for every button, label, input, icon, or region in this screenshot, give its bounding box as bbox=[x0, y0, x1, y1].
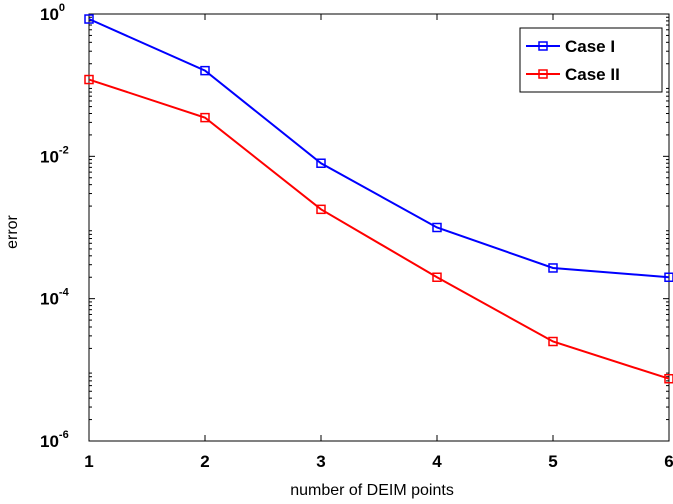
legend: Case I Case II bbox=[519, 27, 663, 93]
x-tick-label: 2 bbox=[200, 452, 209, 471]
series-layer bbox=[84, 14, 673, 384]
y-tick-exponent: -4 bbox=[59, 287, 70, 299]
legend-label: Case II bbox=[565, 65, 620, 84]
data-point bbox=[432, 272, 442, 282]
data-point bbox=[200, 65, 210, 76]
y-tick-base: 10 bbox=[40, 5, 59, 24]
x-tick-label: 5 bbox=[548, 452, 557, 471]
y-axis-title: error bbox=[4, 214, 21, 248]
data-point bbox=[316, 158, 326, 168]
x-tick-label: 1 bbox=[84, 452, 93, 471]
y-tick-exponent: -2 bbox=[59, 144, 69, 156]
y-tick-label: 10-2 bbox=[40, 144, 69, 166]
data-point bbox=[664, 272, 673, 282]
data-point bbox=[548, 263, 558, 273]
series-2 bbox=[84, 74, 673, 384]
y-tick-label: 100 bbox=[40, 2, 65, 24]
series-line bbox=[88, 18, 670, 279]
data-point bbox=[200, 112, 210, 123]
data-point bbox=[548, 336, 558, 347]
data-point bbox=[432, 222, 442, 233]
x-axis-title: number of DEIM points bbox=[290, 482, 454, 499]
legend-marker bbox=[538, 41, 548, 51]
legend-item: Case II bbox=[526, 65, 620, 84]
legend-box bbox=[519, 27, 663, 93]
legend-label: Case I bbox=[565, 37, 615, 56]
series-1 bbox=[84, 14, 673, 282]
data-point bbox=[316, 204, 326, 215]
x-tick-label: 3 bbox=[316, 452, 325, 471]
y-tick-base: 10 bbox=[40, 147, 59, 166]
data-point bbox=[664, 373, 673, 384]
y-tick-base: 10 bbox=[40, 432, 59, 451]
y-tick-label: 10-6 bbox=[40, 429, 69, 451]
data-point bbox=[84, 74, 94, 85]
y-tick-exponent: -6 bbox=[59, 429, 69, 441]
y-tick-label: 10-4 bbox=[40, 287, 70, 309]
y-tick-base: 10 bbox=[40, 290, 59, 309]
series-line bbox=[88, 78, 670, 380]
x-tick-label: 4 bbox=[432, 452, 442, 471]
y-tick-exponent: 0 bbox=[59, 2, 65, 14]
legend-item: Case I bbox=[526, 37, 615, 56]
x-tick-label: 6 bbox=[664, 452, 673, 471]
legend-marker bbox=[538, 69, 548, 79]
data-point bbox=[84, 14, 94, 24]
